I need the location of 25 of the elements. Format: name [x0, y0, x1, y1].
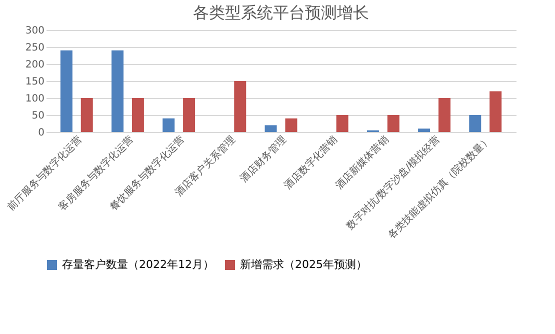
y-tick-label: 50	[32, 110, 44, 122]
bar	[112, 50, 124, 132]
bar	[469, 115, 482, 132]
bar	[490, 91, 502, 132]
bar	[234, 81, 246, 132]
chart-title: 各类型系统平台预测增长	[193, 3, 369, 22]
bar	[183, 98, 196, 132]
bar	[132, 98, 144, 132]
bar	[387, 115, 400, 132]
y-tick-label: 150	[25, 76, 44, 88]
bar	[162, 118, 175, 132]
bar	[60, 50, 72, 132]
bar	[80, 98, 93, 132]
y-tick-label: 0	[38, 128, 44, 138]
bar	[336, 115, 348, 132]
y-tick-label: 300	[25, 26, 44, 36]
bar	[438, 98, 450, 132]
bar	[418, 128, 430, 132]
y-tick-label: 200	[25, 60, 44, 70]
y-tick-label: 250	[25, 42, 44, 54]
legend-label: 新增需求（2025年预测）	[240, 258, 367, 271]
bar	[264, 125, 277, 132]
legend-label: 存量客户数量（2022年12月）	[62, 258, 214, 271]
bar	[285, 118, 298, 132]
y-tick-label: 100	[25, 94, 44, 104]
